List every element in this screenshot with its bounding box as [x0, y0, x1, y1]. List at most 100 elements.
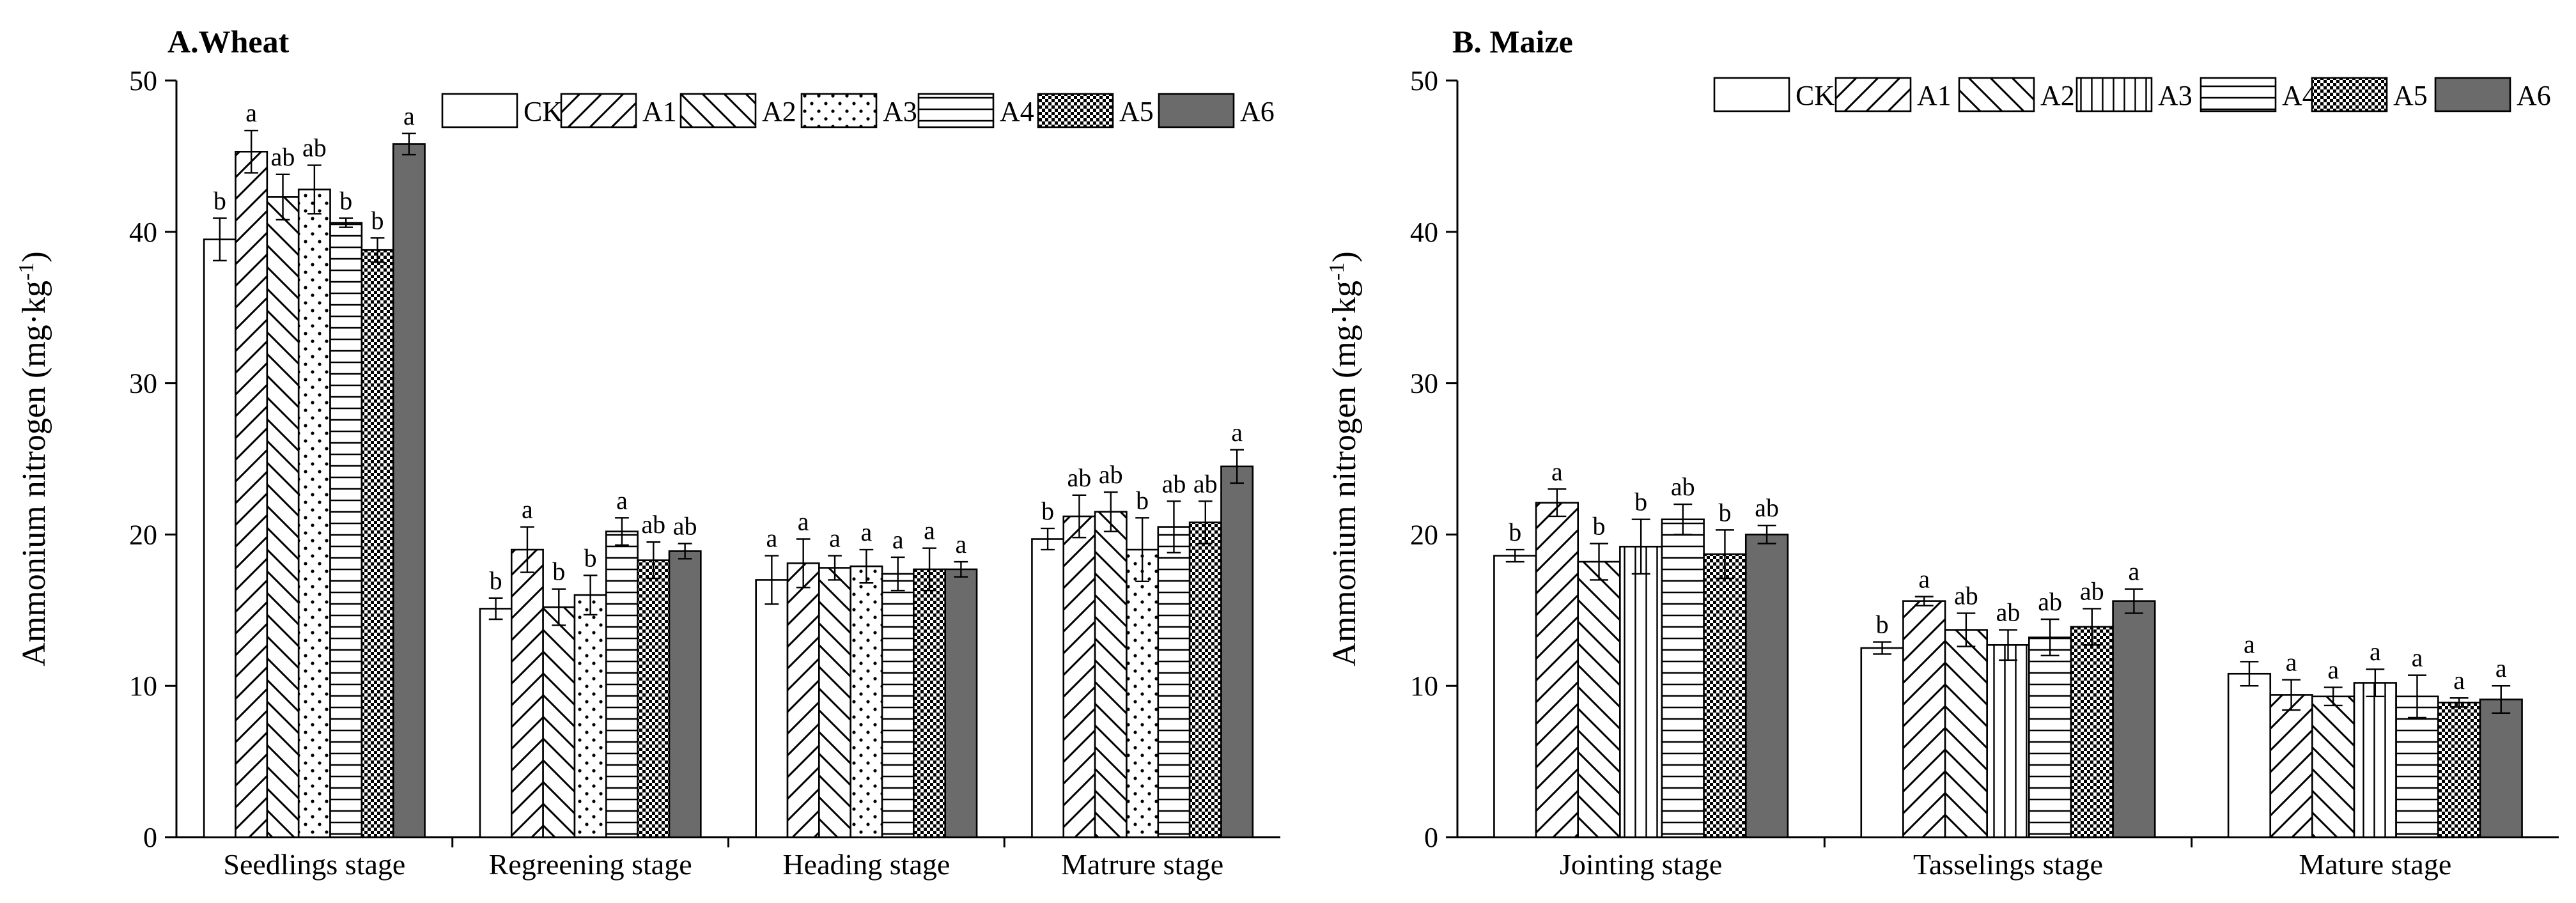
bar-a1	[510, 548, 544, 838]
y-tick-label: 50	[129, 65, 157, 96]
legend-item-a6: A6	[1158, 93, 1275, 128]
y-tick-label: 30	[129, 368, 157, 399]
bar-a2	[266, 196, 300, 838]
bar-a4	[2028, 637, 2072, 838]
legend-swatch	[441, 93, 518, 128]
legend-item-a5: A5	[1037, 93, 1154, 128]
legend-label: CK	[1796, 80, 1835, 111]
y-axis-label-superscript: -1	[15, 263, 38, 281]
significance-label: a	[892, 525, 904, 554]
bar-a4	[329, 222, 363, 838]
y-axis-label-superscript: -1	[1325, 263, 1349, 281]
legend-item-a4: A4	[2200, 77, 2316, 112]
significance-label: ab	[1996, 598, 2021, 627]
bar-a3	[573, 594, 607, 838]
bar-a5	[361, 249, 394, 838]
legend-swatch	[1713, 77, 1790, 112]
significance-label: b	[1136, 486, 1149, 514]
significance-label: b	[371, 206, 384, 235]
significance-label: a	[403, 102, 415, 130]
y-tick-label: 0	[1424, 822, 1438, 853]
bar-a4	[1661, 518, 1705, 838]
bar-ck	[203, 238, 237, 838]
legend-item-a2: A2	[679, 93, 796, 128]
legend-label: A2	[762, 96, 796, 127]
bar-a3	[297, 189, 331, 838]
legend-label: A5	[1119, 96, 1154, 127]
significance-label: a	[766, 524, 777, 553]
bar-a5	[2070, 626, 2114, 838]
significance-label: a	[2453, 666, 2465, 695]
bar-ck	[1860, 647, 1904, 838]
bar-a1	[235, 150, 268, 838]
y-tick-label: 0	[143, 822, 157, 853]
legend-swatch	[2076, 77, 2153, 112]
bar-ck	[1031, 538, 1065, 838]
y-axis-label-close: )	[16, 251, 52, 262]
x-tick-label: Tasselings stage	[1913, 848, 2103, 881]
y-axis-label: Ammonium nitrogen (mg·kg-1)	[1325, 251, 1363, 666]
y-axis-label: Ammonium nitrogen (mg·kg-1)	[15, 251, 52, 666]
significance-label: a	[860, 518, 872, 546]
significance-label: ab	[673, 512, 697, 541]
significance-label: ab	[2038, 587, 2062, 616]
x-tick-label: Regreening stage	[489, 848, 692, 881]
y-tick-label: 10	[1410, 670, 1438, 702]
bar-a6	[1744, 534, 1789, 838]
significance-label: a	[956, 530, 967, 559]
legend-swatch	[2434, 77, 2511, 112]
significance-label: b	[584, 543, 597, 572]
x-tick-label: Seedlings stage	[223, 848, 405, 881]
legend-swatch	[1037, 93, 1114, 128]
y-tick-label: 20	[129, 519, 157, 550]
bar-a1	[2269, 694, 2313, 838]
legend-label: A6	[2517, 80, 2551, 111]
significance-label: b	[1634, 488, 1647, 516]
significance-label: b	[1876, 610, 1889, 639]
y-tick-label: 10	[129, 670, 157, 702]
legend-item-a4: A4	[917, 93, 1034, 128]
legend-item-ck: CK	[1713, 77, 1835, 112]
legend-swatch	[560, 93, 637, 128]
bar-a4	[881, 573, 915, 838]
legend-item-a3: A3	[800, 93, 917, 128]
significance-label: a	[2495, 654, 2507, 683]
legend-item-a1: A1	[1835, 77, 1951, 112]
legend-swatch	[800, 93, 878, 128]
legend-item-ck: CK	[441, 93, 563, 128]
bar-a4	[2395, 695, 2439, 838]
bar-a2	[1577, 560, 1621, 838]
significance-label: ab	[1954, 582, 1978, 610]
significance-label: ab	[271, 143, 295, 171]
significance-label: a	[245, 98, 257, 127]
chart-title: A.Wheat	[167, 24, 290, 59]
bar-a6	[2479, 698, 2523, 838]
significance-label: b	[552, 557, 565, 586]
significance-label: ab	[302, 134, 327, 162]
legend-label: A1	[1917, 80, 1951, 111]
bar-a5	[2437, 701, 2481, 838]
legend-label: A4	[1000, 96, 1034, 127]
x-tick-label: Mature stage	[2299, 848, 2451, 881]
significance-label: a	[522, 495, 533, 524]
y-tick-label: 50	[1410, 65, 1438, 96]
legend-swatch	[1835, 77, 1912, 112]
legend-item-a3: A3	[2076, 77, 2192, 112]
bar-a1	[786, 562, 820, 838]
legend-swatch	[1158, 93, 1235, 128]
significance-label: ab	[1099, 460, 1123, 489]
significance-label: b	[339, 186, 352, 215]
bar-a5	[1188, 521, 1222, 838]
legend: CK A1 A2 A3 A4 A5 A6	[1713, 77, 2551, 112]
bar-a1	[1535, 502, 1579, 838]
y-axis-label-text: Ammonium nitrogen (mg·kg	[16, 281, 52, 667]
significance-label: ab	[1755, 493, 1779, 522]
significance-label: b	[490, 566, 502, 595]
bar-a4	[1157, 526, 1191, 838]
bar-a2	[818, 567, 852, 838]
legend-label: CK	[524, 96, 563, 127]
bar-a5	[637, 559, 671, 838]
y-tick-label: 40	[1410, 217, 1438, 248]
bar-a3	[850, 565, 883, 838]
